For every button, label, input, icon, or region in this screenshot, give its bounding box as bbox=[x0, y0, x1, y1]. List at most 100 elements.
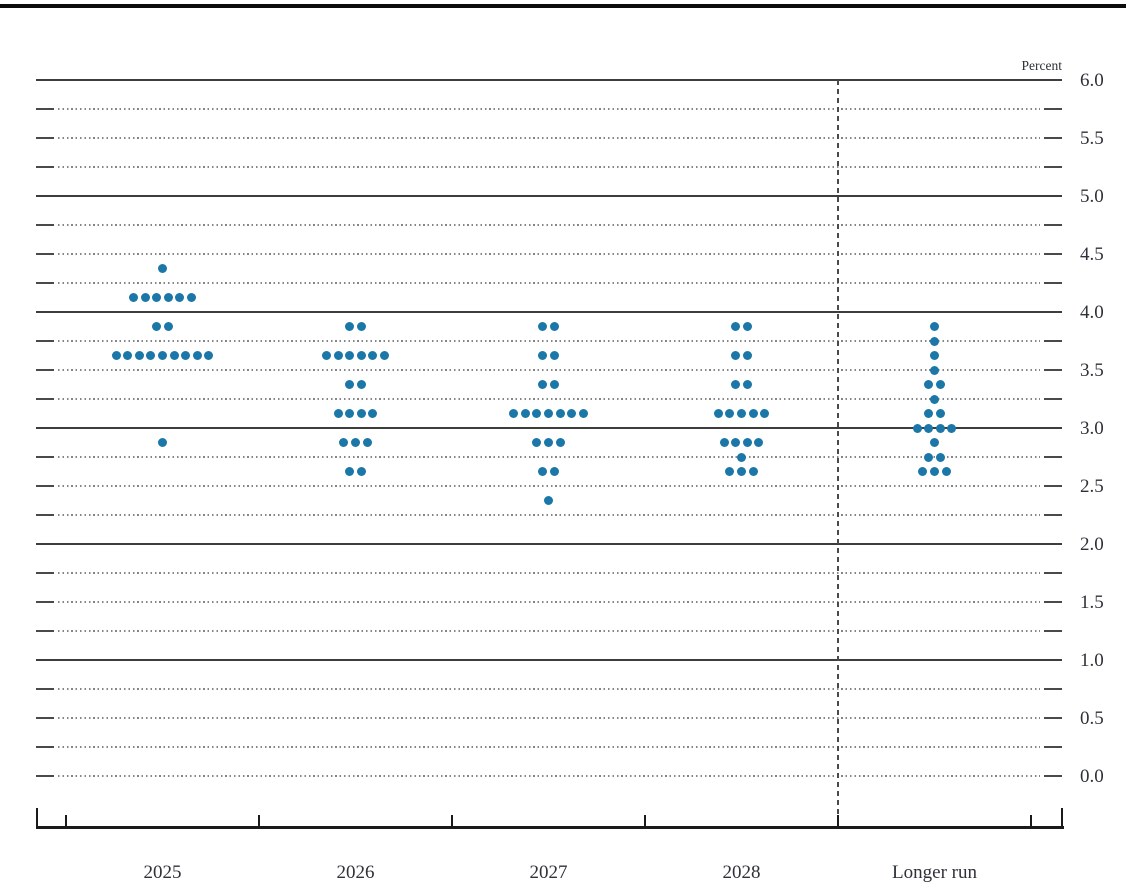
x-axis-tick bbox=[837, 815, 839, 827]
left-tick bbox=[36, 746, 54, 748]
dot bbox=[935, 423, 945, 433]
dot bbox=[935, 380, 945, 389]
left-tick bbox=[36, 282, 54, 284]
dot bbox=[924, 452, 934, 462]
dot bbox=[152, 322, 162, 331]
x-axis-category-label: 2025 bbox=[143, 862, 182, 883]
dot bbox=[509, 409, 519, 418]
dot bbox=[731, 351, 741, 360]
gridline-solid bbox=[36, 311, 1062, 313]
right-tick bbox=[1044, 340, 1062, 342]
dot bbox=[129, 293, 138, 302]
dot bbox=[760, 409, 770, 418]
dot bbox=[947, 423, 957, 433]
dot bbox=[737, 467, 746, 476]
gridline-dotted bbox=[58, 166, 1040, 168]
x-axis-tick bbox=[451, 815, 453, 827]
left-tick bbox=[36, 253, 54, 255]
left-tick bbox=[36, 630, 54, 632]
y-axis-tick-label: 6.0 bbox=[1080, 70, 1104, 91]
gridline-solid bbox=[36, 427, 1062, 429]
dot bbox=[356, 322, 366, 331]
left-tick bbox=[36, 137, 54, 139]
right-tick bbox=[1044, 253, 1062, 255]
dot bbox=[333, 409, 343, 418]
gridline-dotted bbox=[58, 108, 1040, 110]
left-tick bbox=[36, 688, 54, 690]
dot bbox=[368, 351, 378, 360]
dot bbox=[930, 322, 939, 331]
dot bbox=[555, 438, 565, 447]
dot bbox=[158, 351, 167, 360]
dot bbox=[140, 293, 150, 302]
y-axis-tick-label: 0.5 bbox=[1080, 708, 1104, 729]
dot bbox=[345, 467, 355, 476]
left-tick bbox=[36, 775, 54, 777]
right-tick bbox=[1044, 485, 1062, 487]
left-tick bbox=[36, 369, 54, 371]
right-tick bbox=[1044, 224, 1062, 226]
dot bbox=[941, 467, 951, 476]
dot bbox=[134, 351, 144, 360]
right-tick bbox=[1044, 775, 1062, 777]
left-tick bbox=[36, 340, 54, 342]
gridline-solid bbox=[36, 195, 1062, 197]
left-tick bbox=[36, 485, 54, 487]
dot bbox=[924, 409, 934, 418]
y-axis-tick-label: 5.5 bbox=[1080, 128, 1104, 149]
dot bbox=[748, 467, 758, 476]
right-tick bbox=[1044, 369, 1062, 371]
x-axis-tick bbox=[258, 815, 260, 827]
dot bbox=[544, 438, 553, 447]
gridline-dotted bbox=[58, 340, 1040, 342]
dot bbox=[549, 380, 559, 389]
dot bbox=[549, 467, 559, 476]
gridline-dotted bbox=[58, 137, 1040, 139]
dot bbox=[719, 438, 729, 447]
dot bbox=[544, 409, 553, 418]
dot bbox=[725, 467, 735, 476]
gridline-dotted bbox=[58, 717, 1040, 719]
dot bbox=[339, 438, 349, 447]
x-axis-category-label: 2026 bbox=[336, 862, 375, 883]
left-tick bbox=[36, 717, 54, 719]
dot bbox=[742, 322, 752, 331]
dot bbox=[930, 351, 939, 360]
dot bbox=[351, 438, 360, 447]
gridline-dotted bbox=[58, 746, 1040, 748]
dot bbox=[123, 351, 133, 360]
dot bbox=[158, 438, 167, 447]
dot bbox=[345, 351, 355, 360]
right-tick bbox=[1044, 166, 1062, 168]
right-tick bbox=[1044, 137, 1062, 139]
dot bbox=[748, 409, 758, 418]
dot bbox=[924, 380, 934, 389]
gridline-dotted bbox=[58, 514, 1040, 516]
y-axis-tick-label: 3.5 bbox=[1080, 360, 1104, 381]
dot bbox=[345, 322, 355, 331]
x-axis-tick bbox=[1030, 815, 1032, 827]
dot bbox=[918, 467, 928, 476]
gridline-dotted bbox=[58, 369, 1040, 371]
dot bbox=[356, 409, 366, 418]
y-axis-tick-label: 2.0 bbox=[1080, 534, 1104, 555]
dot bbox=[924, 423, 934, 433]
dot bbox=[356, 351, 366, 360]
dot bbox=[345, 380, 355, 389]
dot bbox=[549, 322, 559, 331]
gridline-dotted bbox=[58, 572, 1040, 574]
dot bbox=[362, 438, 372, 447]
gridline-dotted bbox=[58, 253, 1040, 255]
gridline-dotted bbox=[58, 398, 1040, 400]
right-tick bbox=[1044, 514, 1062, 516]
y-axis-tick-label: 1.0 bbox=[1080, 650, 1104, 671]
dot bbox=[930, 365, 939, 375]
left-tick bbox=[36, 514, 54, 516]
right-tick bbox=[1044, 630, 1062, 632]
dot bbox=[175, 293, 185, 302]
dot bbox=[538, 322, 548, 331]
dot bbox=[322, 351, 331, 360]
x-axis-tick bbox=[65, 815, 67, 827]
dot bbox=[935, 409, 945, 418]
dot bbox=[146, 351, 156, 360]
